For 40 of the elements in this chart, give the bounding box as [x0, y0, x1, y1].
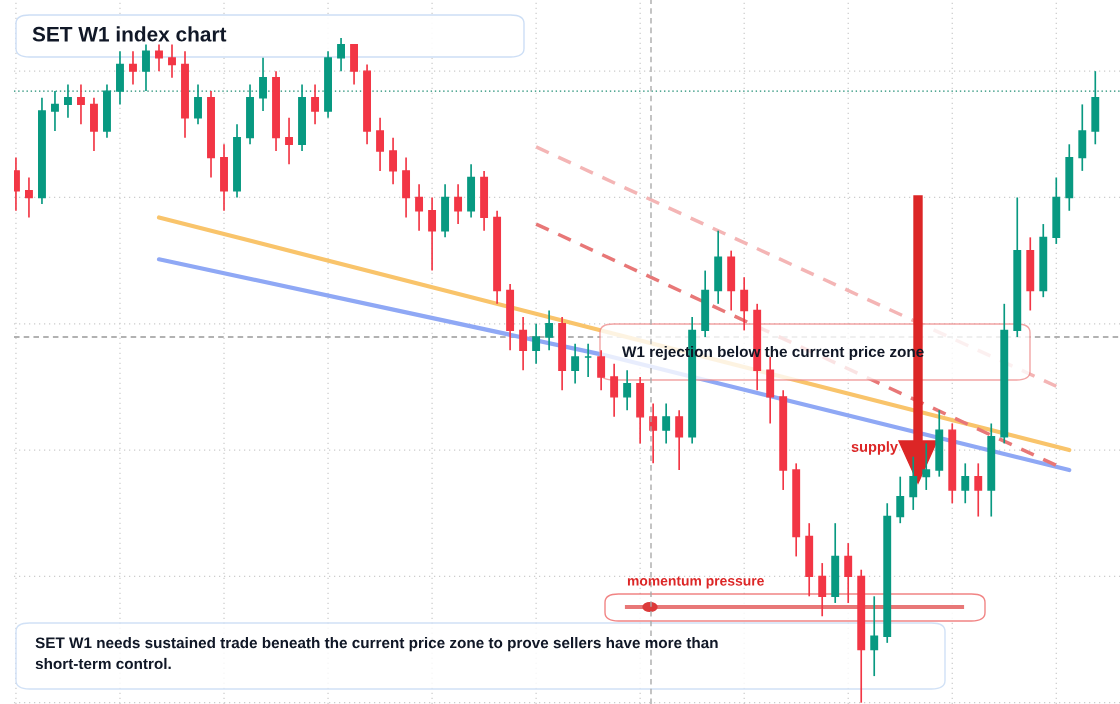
candlestick: [155, 43, 163, 73]
candlestick: [675, 409, 684, 471]
candlestick: [64, 83, 72, 119]
candlestick: [454, 183, 463, 225]
candlestick: [610, 362, 619, 418]
candlestick: [896, 475, 905, 525]
candlestick: [311, 83, 319, 126]
candlestick: [870, 595, 879, 677]
candlestick: [376, 116, 385, 172]
candlestick: [129, 50, 137, 86]
candlestick: [623, 369, 632, 412]
candlestick: [818, 562, 827, 618]
candlestick: [51, 90, 59, 132]
candlestick: [597, 349, 606, 392]
candlestick: [662, 402, 671, 445]
candlestick: [428, 196, 437, 272]
candlestick: [259, 57, 267, 112]
annotation: momentum pressure: [627, 576, 764, 589]
candlestick: [285, 116, 293, 166]
candlestick: [415, 183, 424, 232]
candlestick: [25, 176, 33, 219]
annotation: SET W1 needs sustained trade beneath the current price zone to prove sellers have more than short-term control.: [35, 637, 718, 670]
candlestick: [909, 455, 918, 511]
candlestick: [77, 83, 85, 126]
candlestick: [142, 43, 150, 92]
candlestick: [961, 462, 970, 505]
candlestick: [922, 442, 931, 491]
candlestick: [194, 83, 202, 126]
chart-title: SET W1 index chart: [32, 26, 227, 42]
annotation: supply: [851, 441, 898, 455]
candlestick: [337, 37, 345, 73]
candlestick: [740, 276, 749, 332]
candlestick: [168, 43, 176, 79]
candlestick: [532, 322, 541, 365]
candlestick: [974, 462, 983, 518]
candlestick: [545, 309, 554, 352]
candlestick: [571, 342, 580, 385]
candlestick: [519, 316, 528, 372]
candlestick: [844, 542, 853, 604]
candlestick: [389, 136, 398, 186]
